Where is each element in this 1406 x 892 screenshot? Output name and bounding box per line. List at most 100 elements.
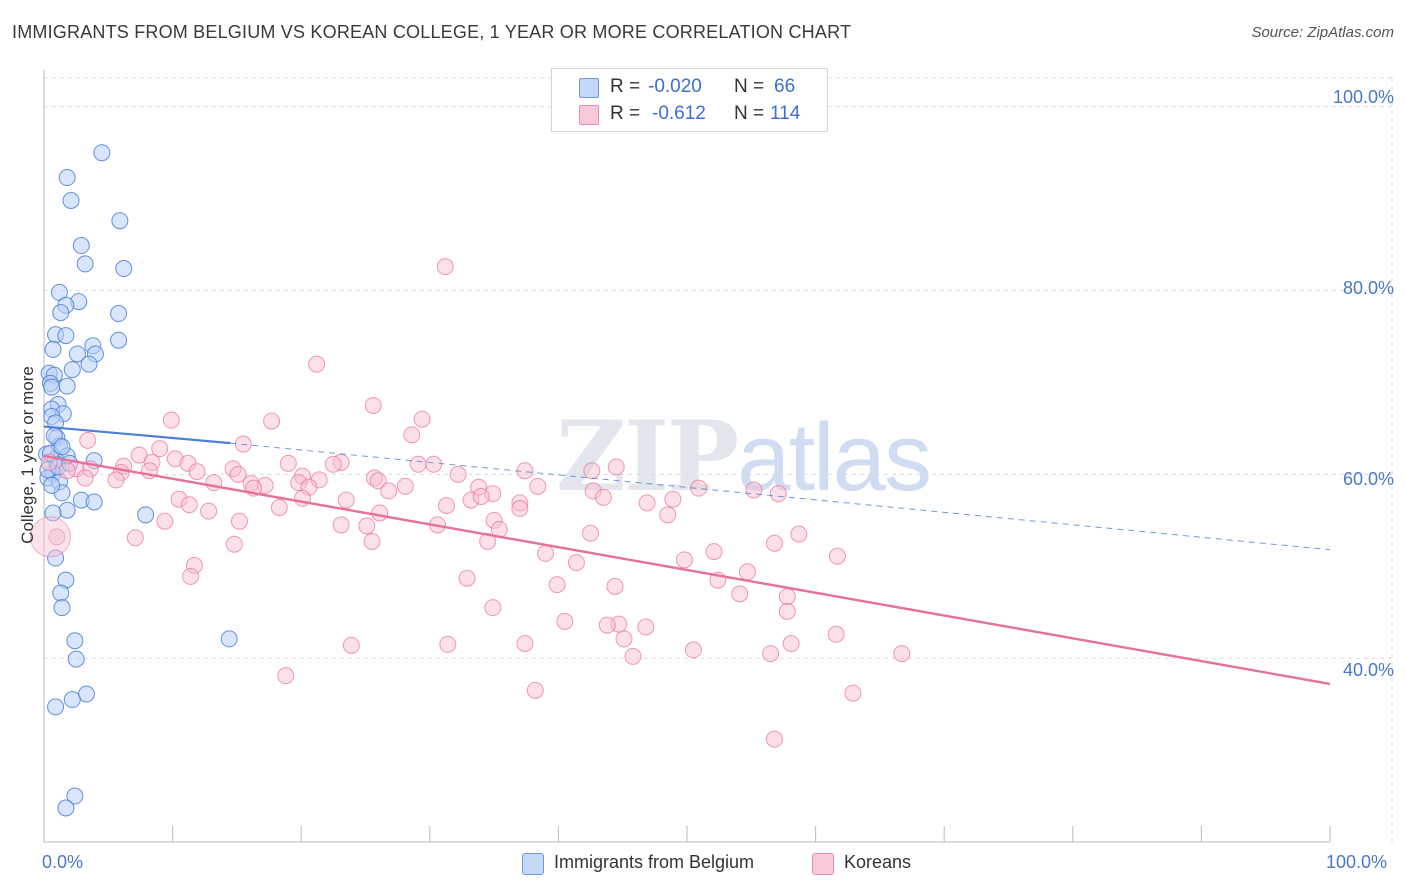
belgium-point	[66, 632, 84, 650]
trend-lines	[43, 425, 1331, 686]
belgium-point	[58, 501, 76, 519]
koreans-point	[151, 440, 169, 458]
koreans-point	[130, 446, 148, 464]
belgium-point	[72, 237, 90, 255]
koreans-point	[225, 535, 243, 553]
koreans-legend-swatch	[812, 853, 834, 875]
belgium-point	[53, 599, 71, 617]
koreans-point	[263, 412, 281, 430]
belgium-point	[63, 691, 81, 709]
belgium-point	[52, 304, 70, 322]
belgium-point	[58, 377, 76, 395]
koreans-point	[162, 411, 180, 429]
belgium-points	[38, 144, 238, 817]
koreans-point	[582, 524, 600, 542]
koreans-point	[484, 599, 502, 617]
belgium-swatch	[579, 78, 599, 98]
koreans-point	[126, 529, 144, 547]
koreans-point	[594, 488, 612, 506]
n-value: 114	[770, 103, 801, 124]
r-label: R =	[610, 103, 641, 124]
koreans-point	[29, 516, 71, 558]
koreans-point	[765, 534, 783, 552]
belgium-point	[220, 630, 238, 648]
belgium-point	[66, 787, 84, 805]
koreans-point	[277, 667, 295, 685]
belgium-point	[47, 549, 65, 567]
koreans-points	[29, 258, 911, 748]
koreans-point	[180, 496, 198, 514]
y-tick-label: 40.0%	[1342, 660, 1394, 680]
koreans-point	[156, 512, 174, 530]
r-value: -0.612	[652, 103, 706, 124]
koreans-point	[675, 551, 693, 569]
belgium-point	[110, 331, 128, 349]
stats-row-koreans: R = -0.612 N = 114	[552, 101, 827, 127]
koreans-point	[279, 454, 297, 472]
koreans-point	[369, 472, 387, 490]
legend-label: Koreans	[844, 852, 912, 872]
koreans-point	[188, 463, 206, 481]
belgium-point	[67, 650, 85, 668]
belgium-trend-line	[43, 425, 231, 445]
koreans-point	[762, 645, 780, 663]
koreans-point	[844, 684, 862, 702]
koreans-point	[598, 616, 616, 634]
belgium-point	[47, 698, 65, 716]
koreans-point	[182, 567, 200, 585]
koreans-point	[439, 635, 457, 653]
koreans-point	[684, 641, 702, 659]
belgium-point	[111, 212, 129, 230]
koreans-point	[342, 636, 360, 654]
belgium-point	[68, 345, 86, 363]
x-tick-label: 100.0%	[1326, 852, 1388, 872]
koreans-point	[458, 569, 476, 587]
koreans-point	[364, 396, 382, 414]
koreans-point	[529, 477, 547, 495]
koreans-point	[48, 528, 66, 546]
koreans-point	[438, 497, 456, 515]
belgium-legend-swatch	[522, 853, 544, 875]
koreans-point	[769, 485, 787, 503]
koreans-point	[537, 544, 555, 562]
legend-label: Immigrants from Belgium	[554, 852, 755, 872]
koreans-point	[828, 547, 846, 565]
koreans-point	[396, 477, 414, 495]
koreans-point	[526, 681, 544, 699]
koreans-point	[607, 458, 625, 476]
koreans-point	[705, 543, 723, 561]
stats-box: R = -0.020 N = 66 R = -0.612 N = 114	[551, 68, 828, 132]
koreans-point	[409, 455, 427, 473]
koreans-point	[332, 516, 350, 534]
belgium-point	[43, 378, 61, 396]
koreans-point	[413, 410, 431, 428]
n-value: 66	[774, 76, 796, 97]
koreans-point	[567, 554, 585, 572]
koreans-point	[782, 634, 800, 652]
koreans-point	[827, 625, 845, 643]
y-tick-label: 60.0%	[1342, 469, 1394, 489]
x-tick-label: 0.0%	[42, 852, 84, 872]
watermark-atlas: atlas	[737, 404, 932, 511]
belgium-point	[63, 361, 81, 379]
koreans-point	[893, 645, 911, 663]
belgium-point	[115, 260, 133, 278]
grid-lines	[44, 77, 1393, 842]
koreans-point	[790, 525, 808, 543]
belgium-point	[85, 493, 103, 511]
koreans-point	[200, 502, 218, 520]
r-label: R =	[610, 76, 641, 97]
koreans-point	[664, 490, 682, 508]
koreans-point	[270, 498, 288, 516]
koreans-point	[425, 455, 443, 473]
n-label: N =	[734, 103, 765, 124]
koreans-point	[511, 499, 529, 517]
belgium-point	[44, 340, 62, 358]
koreans-point	[637, 618, 655, 636]
koreans-point	[778, 602, 796, 620]
belgium-point	[52, 584, 70, 602]
koreans-point	[449, 465, 467, 483]
koreans-swatch	[579, 105, 599, 125]
koreans-point	[363, 532, 381, 550]
